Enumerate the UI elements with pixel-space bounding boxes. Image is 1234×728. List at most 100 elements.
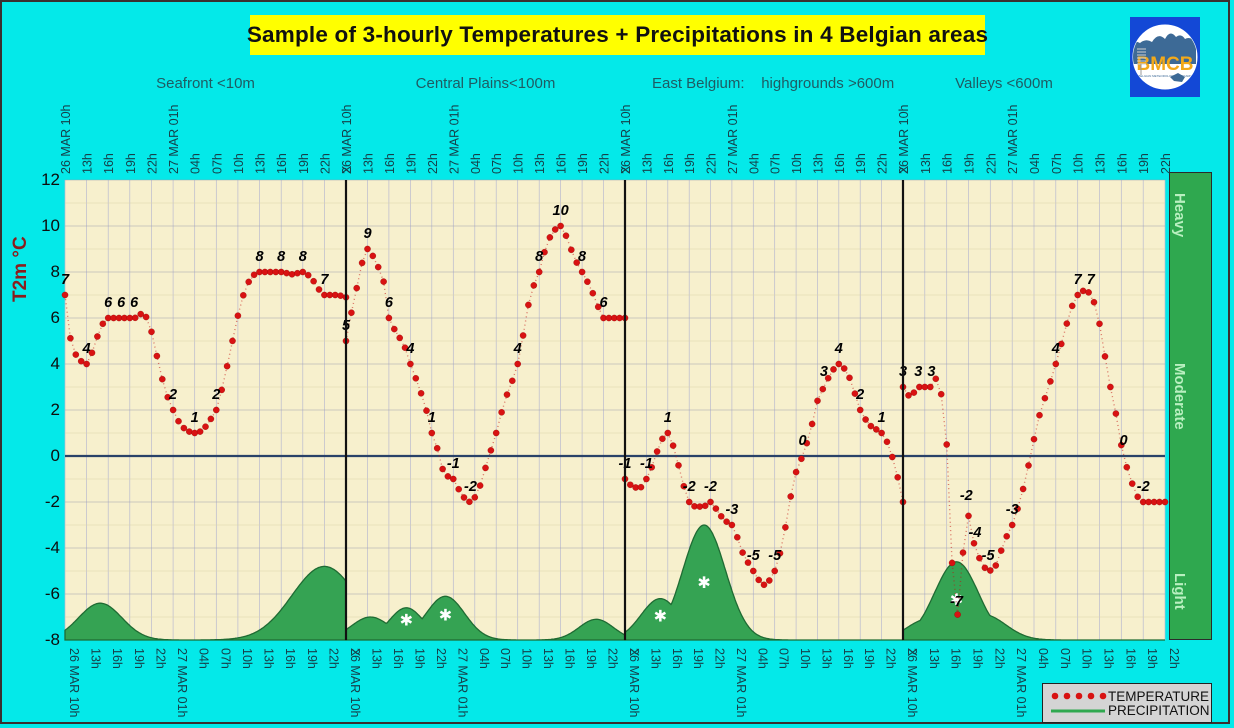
svg-text:6: 6 — [385, 295, 394, 311]
svg-text:-2: -2 — [960, 488, 973, 504]
svg-text:27 MAR 01h: 27 MAR 01h — [455, 648, 469, 718]
svg-text:8: 8 — [535, 249, 544, 265]
svg-text:22h: 22h — [705, 153, 719, 174]
svg-text:7: 7 — [1087, 272, 1096, 288]
svg-text:10h: 10h — [520, 648, 534, 669]
svg-text:13h: 13h — [820, 648, 834, 669]
svg-text:26 MAR 10h: 26 MAR 10h — [59, 104, 73, 174]
svg-text:16h: 16h — [670, 648, 684, 669]
svg-text:16h: 16h — [563, 648, 577, 669]
svg-text:0: 0 — [1119, 433, 1127, 449]
svg-text:6: 6 — [51, 308, 60, 327]
svg-text:13h: 13h — [89, 648, 103, 669]
svg-text:16h: 16h — [841, 648, 855, 669]
svg-text:1: 1 — [664, 410, 672, 426]
svg-text:-7: -7 — [950, 594, 964, 610]
svg-text:04h: 04h — [477, 648, 491, 669]
svg-text:27 MAR 01h: 27 MAR 01h — [447, 104, 461, 174]
svg-text:0: 0 — [798, 433, 806, 449]
svg-text:07h: 07h — [490, 153, 504, 174]
svg-text:27 MAR 01h: 27 MAR 01h — [734, 648, 748, 718]
svg-text:22h: 22h — [434, 648, 448, 669]
svg-text:1: 1 — [428, 410, 436, 426]
svg-text:22h: 22h — [606, 648, 620, 669]
svg-text:22h: 22h — [426, 153, 440, 174]
svg-text:-2: -2 — [704, 479, 717, 495]
svg-text:7: 7 — [1074, 272, 1083, 288]
svg-text:-1: -1 — [447, 456, 460, 472]
svg-text:10h: 10h — [512, 153, 526, 174]
svg-text:16h: 16h — [949, 648, 963, 669]
svg-text:2: 2 — [51, 400, 60, 419]
svg-text:27 MAR 01h: 27 MAR 01h — [726, 104, 740, 174]
svg-text:0: 0 — [51, 446, 60, 465]
svg-text:8: 8 — [255, 249, 264, 265]
svg-text:4: 4 — [1051, 341, 1060, 357]
svg-text:07h: 07h — [498, 648, 512, 669]
svg-text:-4: -4 — [969, 525, 982, 541]
svg-text:1: 1 — [878, 410, 886, 426]
svg-text:13h: 13h — [640, 153, 654, 174]
svg-text:22h: 22h — [992, 648, 1006, 669]
svg-text:16h: 16h — [1123, 648, 1137, 669]
svg-text:16h: 16h — [662, 153, 676, 174]
svg-text:19h: 19h — [971, 648, 985, 669]
svg-text:9: 9 — [363, 226, 371, 242]
svg-text:3: 3 — [927, 364, 935, 380]
svg-text:13h: 13h — [370, 648, 384, 669]
svg-text:-2: -2 — [1137, 479, 1150, 495]
svg-text:-2: -2 — [45, 492, 60, 511]
svg-text:26 MAR 10h: 26 MAR 10h — [905, 648, 919, 718]
svg-text:10h: 10h — [1072, 153, 1086, 174]
svg-text:✱: ✱ — [697, 575, 710, 592]
svg-text:22h: 22h — [318, 153, 332, 174]
svg-text:10: 10 — [41, 216, 60, 235]
svg-text:19h: 19h — [297, 153, 311, 174]
svg-text:-2: -2 — [683, 479, 696, 495]
svg-text:-5: -5 — [982, 548, 996, 564]
svg-text:3: 3 — [820, 364, 828, 380]
svg-text:22h: 22h — [598, 153, 612, 174]
svg-text:16h: 16h — [1115, 153, 1129, 174]
svg-text:1: 1 — [191, 410, 199, 426]
svg-text:16h: 16h — [283, 648, 297, 669]
svg-text:4: 4 — [405, 341, 414, 357]
svg-text:07h: 07h — [777, 648, 791, 669]
svg-text:10h: 10h — [232, 153, 246, 174]
svg-text:10h: 10h — [790, 153, 804, 174]
svg-text:27 MAR 01h: 27 MAR 01h — [1014, 648, 1028, 718]
svg-text:8: 8 — [51, 262, 60, 281]
svg-text:13h: 13h — [541, 648, 555, 669]
svg-text:19h: 19h — [404, 153, 418, 174]
svg-text:7: 7 — [61, 272, 70, 288]
svg-text:26 MAR 10h: 26 MAR 10h — [67, 648, 81, 718]
svg-text:2: 2 — [168, 387, 177, 403]
svg-text:8: 8 — [578, 249, 587, 265]
svg-text:13h: 13h — [81, 153, 95, 174]
svg-text:13h: 13h — [812, 153, 826, 174]
svg-text:22h: 22h — [146, 153, 160, 174]
svg-text:19h: 19h — [412, 648, 426, 669]
svg-text:13h: 13h — [1102, 648, 1116, 669]
svg-text:10h: 10h — [798, 648, 812, 669]
svg-text:-4: -4 — [45, 538, 60, 557]
svg-text:12: 12 — [41, 170, 60, 189]
svg-text:26 MAR 10h: 26 MAR 10h — [348, 648, 362, 718]
svg-text:22h: 22h — [884, 648, 898, 669]
svg-text:19h: 19h — [124, 153, 138, 174]
svg-text:22h: 22h — [1167, 648, 1181, 669]
svg-text:4: 4 — [51, 354, 60, 373]
svg-text:2: 2 — [211, 387, 220, 403]
svg-text:13h: 13h — [254, 153, 268, 174]
svg-text:6: 6 — [130, 295, 139, 311]
svg-text:-3: -3 — [725, 502, 738, 518]
svg-text:2: 2 — [855, 387, 864, 403]
svg-text:13h: 13h — [648, 648, 662, 669]
svg-text:26 MAR 10h: 26 MAR 10h — [619, 104, 633, 174]
svg-text:✱: ✱ — [439, 607, 452, 624]
svg-text:07h: 07h — [210, 153, 224, 174]
svg-text:22h: 22h — [984, 153, 998, 174]
svg-text:7: 7 — [320, 272, 329, 288]
svg-text:07h: 07h — [769, 153, 783, 174]
svg-text:10h: 10h — [240, 648, 254, 669]
